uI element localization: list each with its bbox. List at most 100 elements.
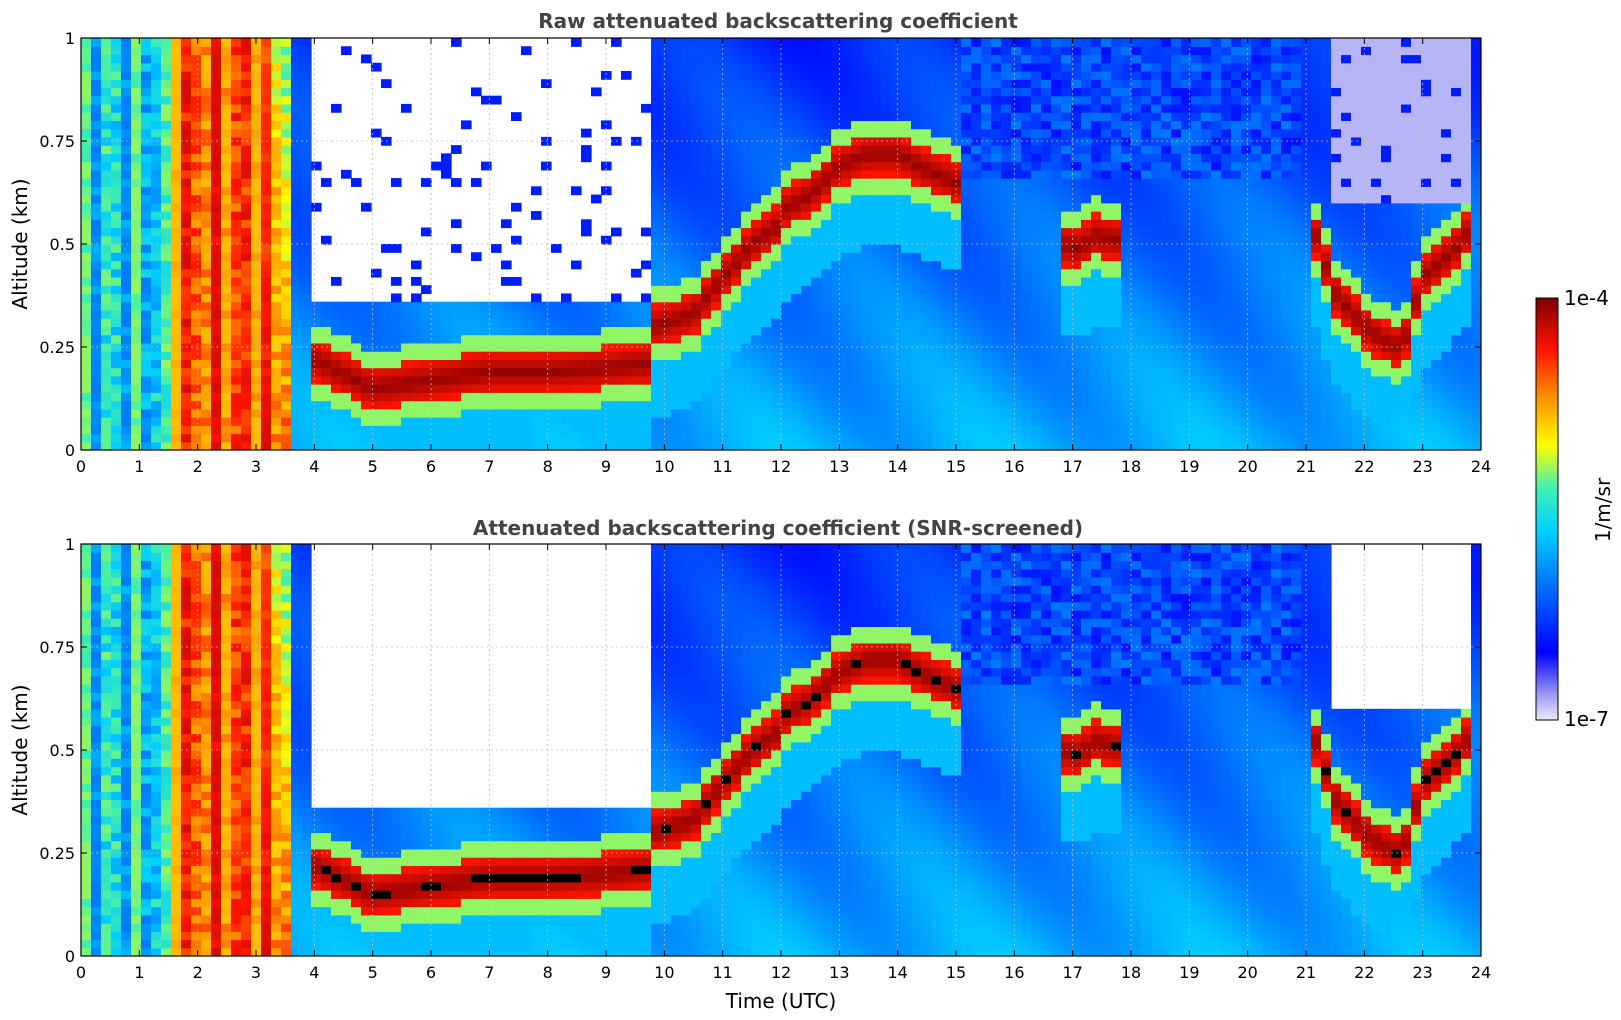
heatmap-cell (711, 309, 722, 319)
heatmap-cell (1141, 70, 1152, 80)
heatmap-cell (321, 408, 332, 418)
heatmap-cell (1231, 227, 1242, 237)
heatmap-cell (1071, 400, 1082, 410)
heatmap-cell (761, 351, 772, 360)
heatmap-cell (871, 235, 882, 245)
heatmap-cell (841, 62, 852, 72)
heatmap-cell (1151, 301, 1162, 311)
heatmap-cell (811, 186, 822, 196)
heatmap-cell (911, 161, 922, 171)
heatmap-cell (821, 178, 832, 187)
heatmap-cell (741, 227, 752, 237)
heatmap-cell (741, 293, 752, 303)
heatmap-cell (1081, 79, 1092, 89)
heatmap-cell (1161, 211, 1172, 220)
heatmap-cell (1201, 441, 1212, 450)
heatmap-cell (921, 95, 932, 105)
heatmap-cell (1091, 87, 1102, 97)
heatmap-cell (211, 95, 222, 105)
heatmap-cell (291, 425, 302, 435)
heatmap-cell (1241, 62, 1252, 72)
heatmap-cell (291, 54, 302, 64)
heatmap-cell (1131, 384, 1142, 393)
heatmap-cell (501, 384, 512, 393)
heatmap-cell (1111, 87, 1122, 97)
heatmap-cell (861, 244, 872, 253)
heatmap-cell (681, 235, 692, 245)
heatmap-cell (741, 46, 752, 56)
heatmap-cell (1041, 62, 1052, 72)
heatmap-cell (121, 244, 132, 253)
heatmap-cell (91, 301, 102, 311)
heatmap-cell (1171, 103, 1182, 113)
heatmap-cell (801, 219, 812, 229)
heatmap-cell (991, 227, 1002, 237)
heatmap-cell (1001, 62, 1012, 72)
heatmap-cell (1271, 400, 1282, 410)
heatmap-cell (121, 103, 132, 113)
heatmap-cell (1031, 120, 1042, 130)
heatmap-cell (671, 301, 682, 311)
heatmap-cell (1091, 408, 1102, 418)
heatmap-cell (1111, 301, 1122, 311)
heatmap-cell (1051, 211, 1062, 220)
heatmap-cell (351, 359, 362, 369)
heatmap-cell (681, 128, 692, 138)
heatmap-cell (861, 169, 872, 179)
heatmap-cell (291, 128, 302, 138)
heatmap-cell (201, 103, 212, 113)
heatmap-cell (1241, 441, 1252, 450)
heatmap-cell (1011, 219, 1022, 229)
heatmap-cell (1011, 400, 1022, 410)
heatmap-cell (811, 169, 822, 179)
heatmap-cell (901, 54, 912, 64)
heatmap-cell (701, 211, 712, 220)
heatmap-cell (1051, 186, 1062, 196)
heatmap-cell (1101, 103, 1112, 113)
heatmap-cell (921, 301, 932, 311)
heatmap-cell (121, 408, 132, 418)
heatmap-cell (211, 425, 222, 435)
heatmap-cell (941, 211, 952, 220)
heatmap-cell (1041, 70, 1052, 80)
heatmap-cell (211, 103, 222, 113)
heatmap-cell (331, 408, 342, 418)
heatmap-cell (681, 367, 692, 377)
heatmap-cell (311, 375, 322, 385)
heatmap-cell (651, 103, 662, 113)
heatmap-cell (701, 103, 712, 113)
heatmap-cell (161, 235, 172, 245)
heatmap-cell (1201, 252, 1212, 262)
heatmap-cell (971, 194, 982, 204)
heatmap-cell (1081, 120, 1092, 130)
heatmap-cell (291, 46, 302, 56)
heatmap-cell (751, 309, 762, 319)
heatmap-cell (571, 384, 582, 393)
heatmap-cell (911, 309, 922, 319)
heatmap-cell (781, 276, 792, 286)
heatmap-cell (391, 359, 402, 369)
heatmap-cell (1141, 46, 1152, 56)
heatmap-cell (771, 186, 782, 196)
heatmap-cell (1231, 285, 1242, 295)
heatmap-cell (101, 46, 112, 56)
heatmap-cell (871, 95, 882, 105)
heatmap-cell (1231, 202, 1242, 212)
heatmap-cell (281, 79, 292, 89)
heatmap-cell (1191, 268, 1202, 278)
heatmap-cell (301, 400, 312, 410)
heatmap-cell (1251, 54, 1262, 64)
heatmap-cell (231, 103, 242, 113)
heatmap-cell (451, 318, 462, 327)
heatmap-cell (81, 120, 92, 130)
heatmap-cell (751, 408, 762, 418)
heatmap-cell (931, 285, 942, 295)
heatmap-cell (981, 400, 992, 410)
heatmap-cell (691, 62, 702, 72)
heatmap-cell (1211, 392, 1222, 402)
heatmap-cell (241, 38, 252, 47)
heatmap-cell (231, 268, 242, 278)
heatmap-cell (81, 260, 92, 270)
heatmap-cell (211, 202, 222, 212)
heatmap-cell (961, 334, 972, 344)
